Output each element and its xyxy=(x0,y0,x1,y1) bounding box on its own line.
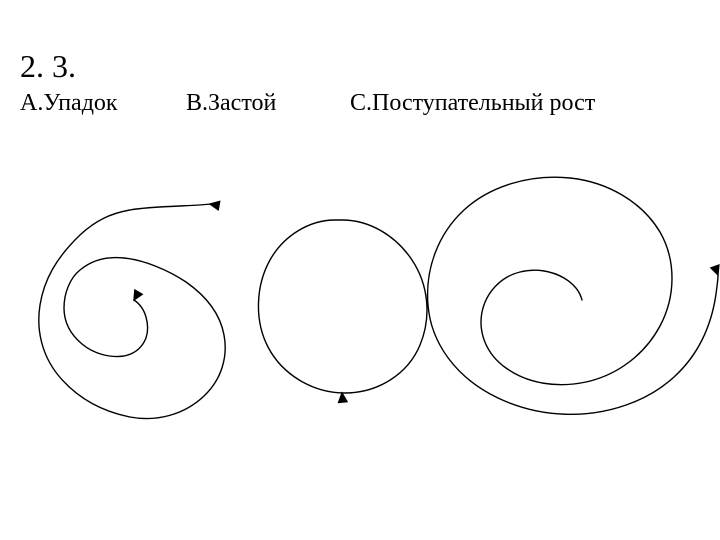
diagram-svg xyxy=(0,0,720,540)
spiral-c-growth xyxy=(428,177,718,414)
spiral-a-decline xyxy=(39,204,225,419)
arrow-b-icon xyxy=(339,393,347,402)
page: 2. 3. A.Упадок B.Застой C.Поступательный… xyxy=(0,0,720,540)
arrow-c-end-icon xyxy=(711,265,719,275)
arrow-a-start-icon xyxy=(210,201,220,209)
arrow-a-end-icon xyxy=(134,290,142,300)
circle-b-stagnation xyxy=(258,220,427,393)
